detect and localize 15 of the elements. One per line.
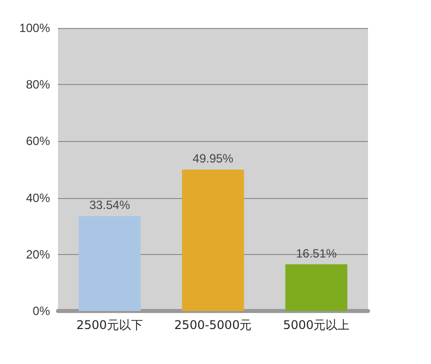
bar [182, 170, 244, 311]
bar [285, 264, 348, 311]
data-label: 33.54% [89, 198, 130, 212]
y-tick-label: 40% [26, 190, 50, 205]
x-tick-label: 5000元以上 [283, 318, 350, 332]
y-tick-label: 20% [26, 247, 50, 262]
x-tick-label: 2500元以下 [76, 318, 143, 332]
y-tick-label: 100% [19, 21, 50, 35]
y-tick-label: 80% [26, 78, 50, 92]
data-label: 16.51% [296, 246, 338, 260]
x-tick-label: 2500-5000元 [174, 318, 252, 332]
data-label: 49.95% [192, 152, 234, 166]
y-tick-label: 0% [32, 304, 50, 318]
y-tick-label: 60% [26, 134, 50, 148]
bar [78, 216, 141, 311]
